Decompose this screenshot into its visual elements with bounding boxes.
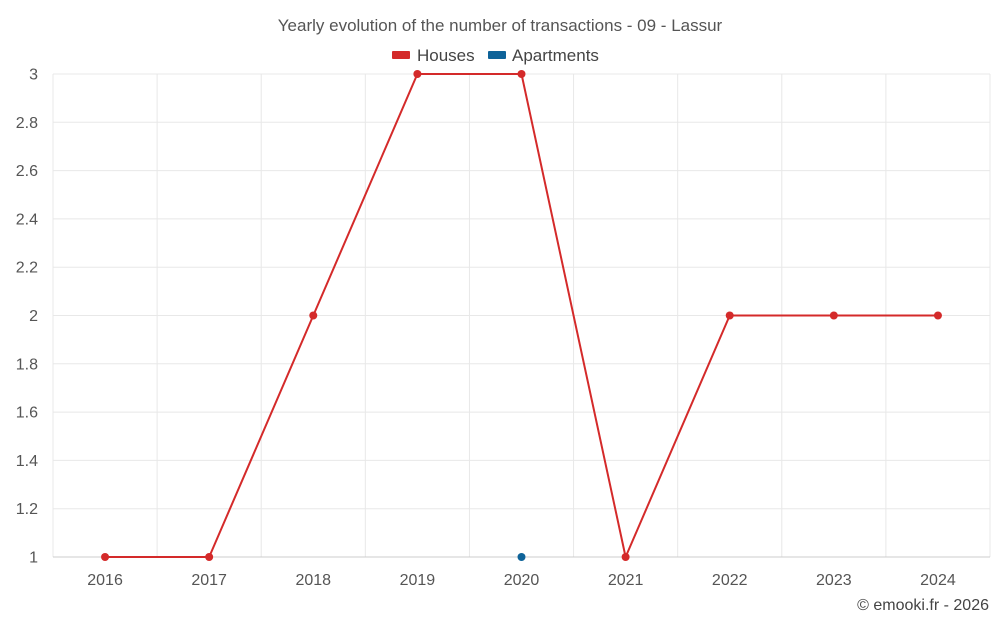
legend-item-houses[interactable]: Houses xyxy=(392,46,475,65)
credit-text: © emooki.fr - 2026 xyxy=(857,597,989,614)
x-tick-label: 2019 xyxy=(400,572,436,589)
legend: Houses Apartments xyxy=(392,46,599,65)
series-apartments xyxy=(517,553,526,561)
legend-swatch-apartments xyxy=(488,51,506,59)
y-tick-label: 3 xyxy=(29,67,38,84)
y-tick-label: 1.4 xyxy=(16,453,38,470)
legend-item-apartments[interactable]: Apartments xyxy=(488,46,599,65)
data-point-houses[interactable] xyxy=(413,70,422,78)
x-tick-label: 2017 xyxy=(191,572,227,589)
series-layer xyxy=(101,70,942,561)
data-point-apartments[interactable] xyxy=(517,553,526,561)
axes: 1 1.2 1.4 1.6 1.8 2 2.2 2.4 2.6 2.8 3 2016 2017 2018 2… xyxy=(16,67,990,589)
legend-swatch-houses xyxy=(392,51,410,59)
x-tick-label: 2018 xyxy=(295,572,331,589)
x-tick-label: 2024 xyxy=(920,572,956,589)
data-point-houses[interactable] xyxy=(933,311,942,320)
y-tick-label: 1.2 xyxy=(16,501,38,518)
series-houses xyxy=(101,70,942,561)
data-point-houses[interactable] xyxy=(621,553,630,561)
y-tick-label: 1.6 xyxy=(16,405,38,422)
x-tick-label: 2020 xyxy=(504,572,540,589)
data-point-houses[interactable] xyxy=(309,311,318,320)
y-tick-label: 2.4 xyxy=(16,211,38,228)
data-point-houses[interactable] xyxy=(829,311,838,320)
y-tick-label: 1 xyxy=(29,550,38,567)
x-tick-label: 2021 xyxy=(608,572,644,589)
x-tick-label: 2023 xyxy=(816,572,852,589)
legend-label-apartments: Apartments xyxy=(512,46,599,65)
data-point-houses[interactable] xyxy=(517,70,526,78)
data-point-houses[interactable] xyxy=(205,553,214,561)
y-tick-label: 2 xyxy=(29,308,38,325)
data-point-houses[interactable] xyxy=(101,553,110,561)
y-tick-label: 2.2 xyxy=(16,260,38,277)
y-tick-label: 1.8 xyxy=(16,356,38,373)
y-tick-label: 2.6 xyxy=(16,163,38,180)
x-tick-label: 2022 xyxy=(712,572,748,589)
data-point-houses[interactable] xyxy=(725,311,734,320)
chart-title: Yearly evolution of the number of transa… xyxy=(278,16,723,35)
legend-label-houses: Houses xyxy=(417,46,475,65)
y-tick-label: 2.8 xyxy=(16,115,38,132)
x-tick-label: 2016 xyxy=(87,572,123,589)
